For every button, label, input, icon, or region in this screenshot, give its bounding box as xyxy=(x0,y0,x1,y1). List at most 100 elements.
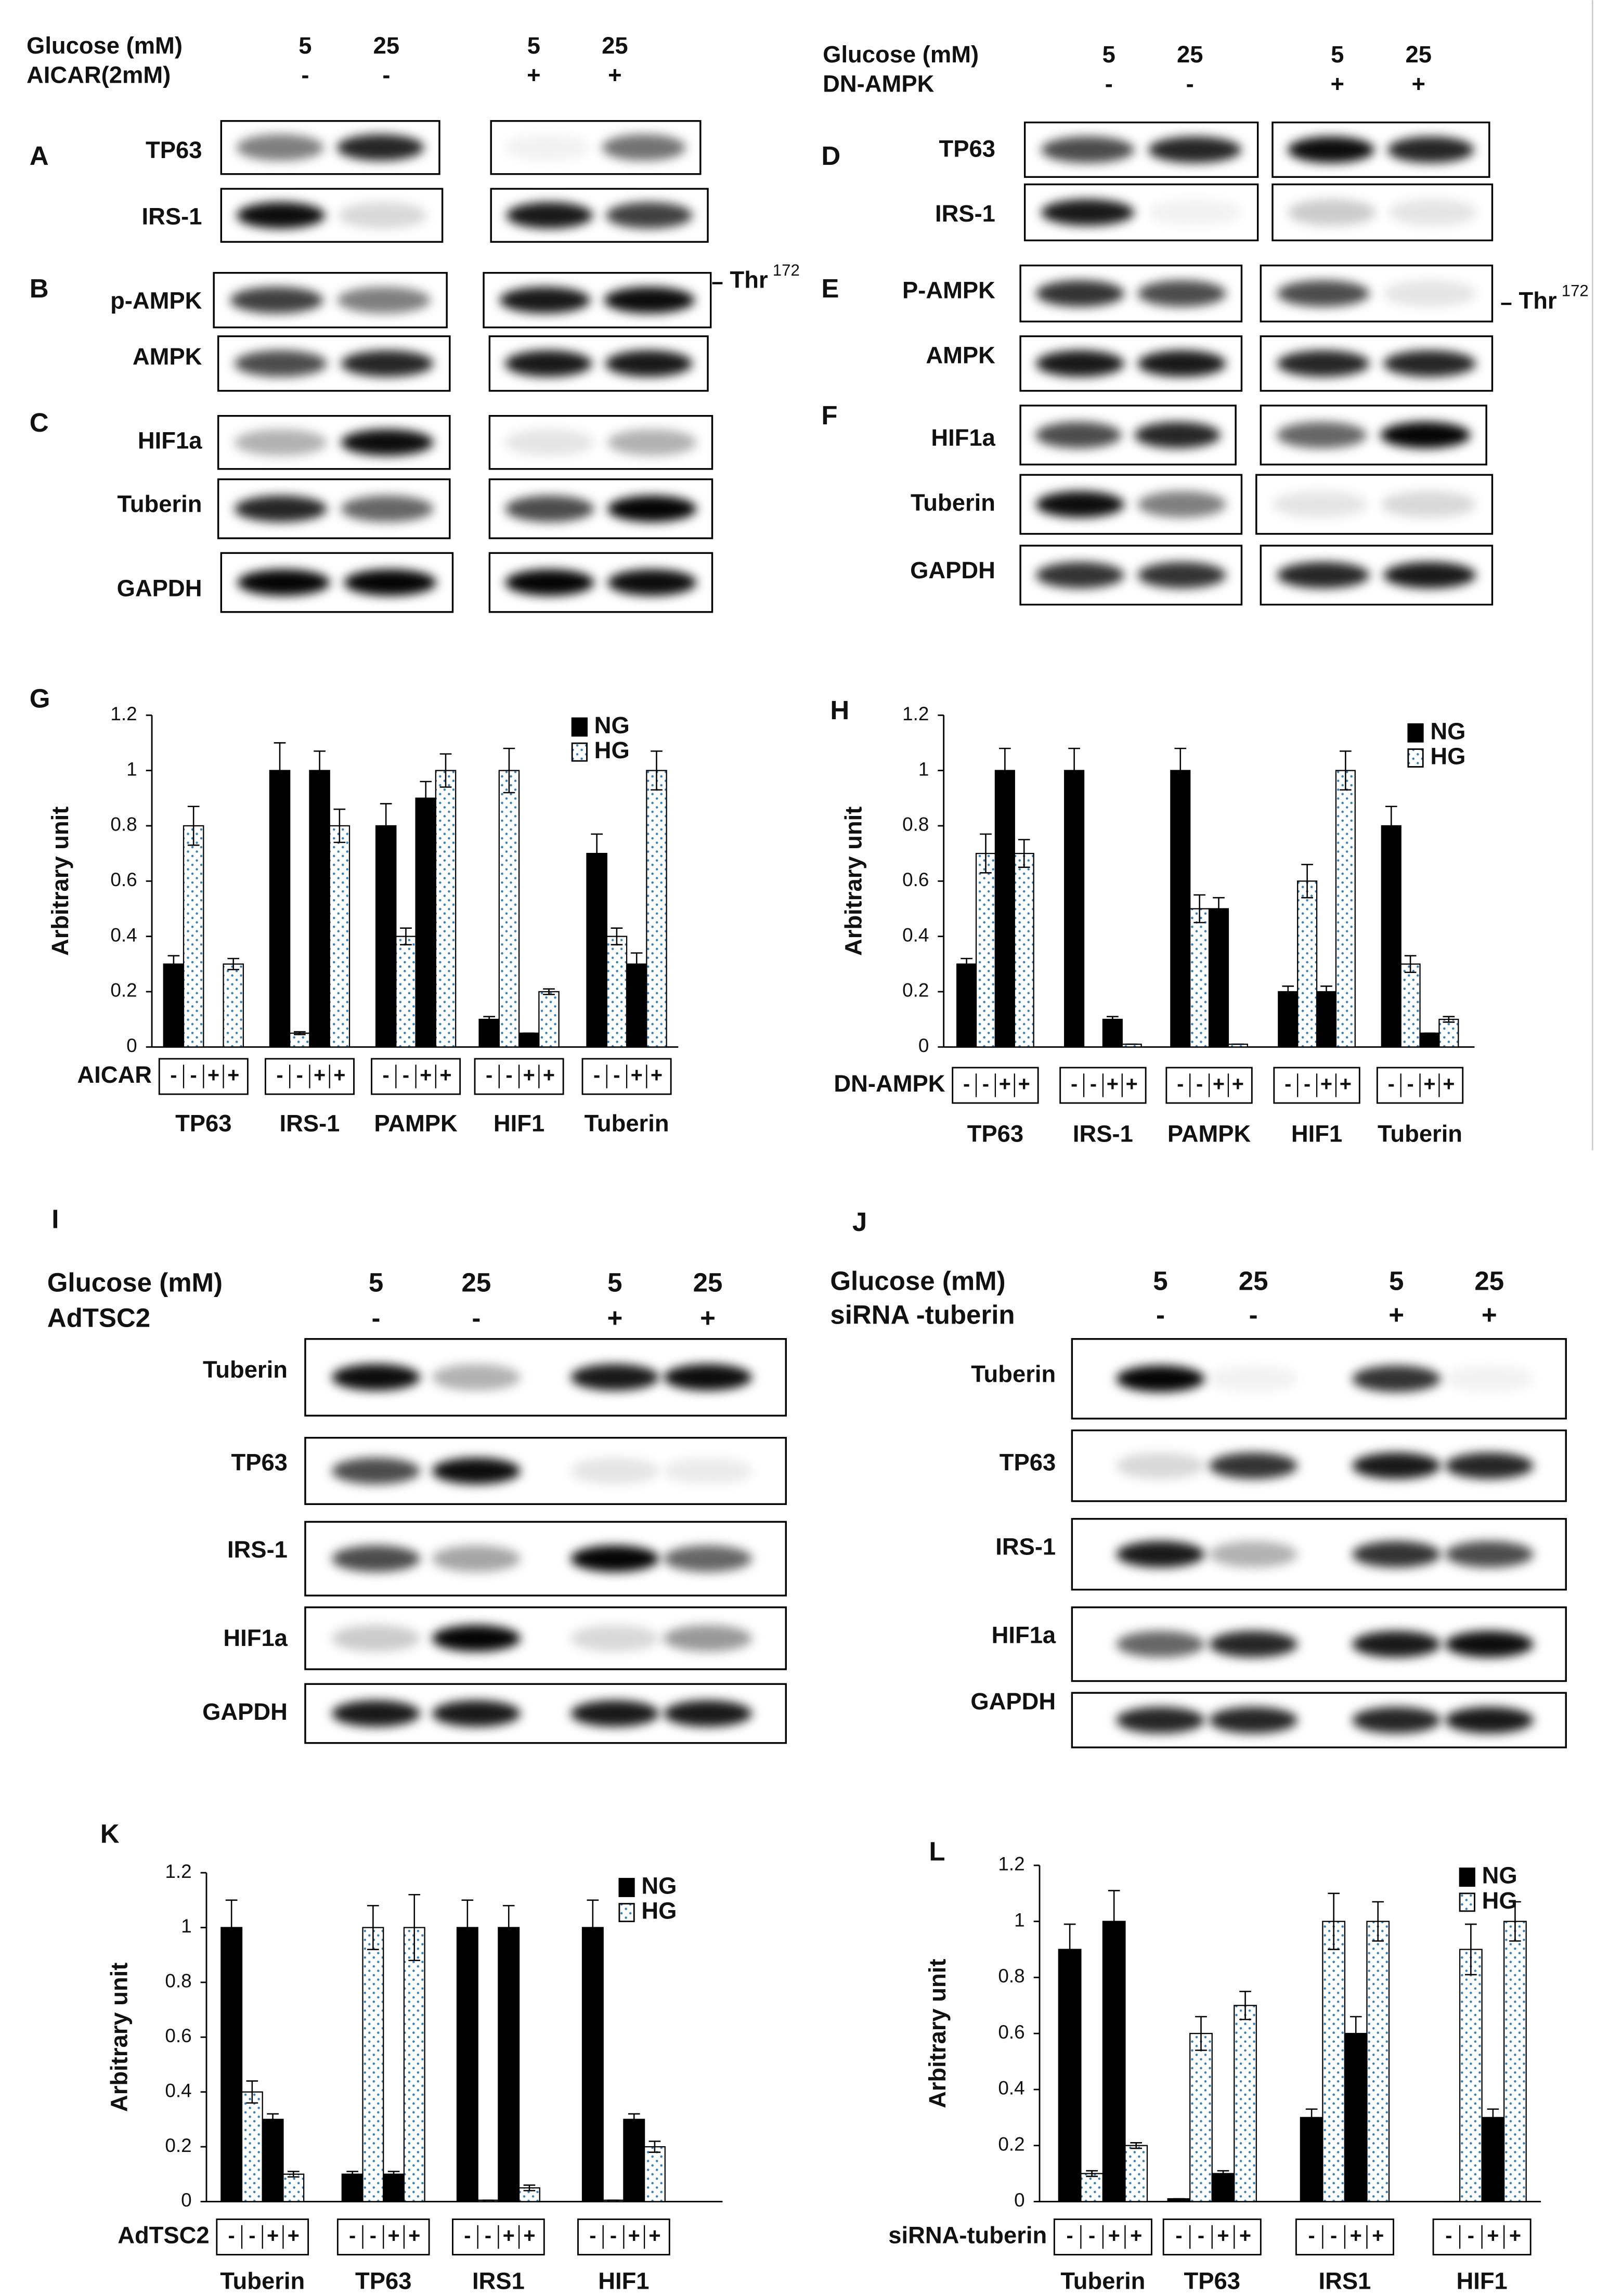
error-bar xyxy=(1509,1901,1521,1942)
blot-band xyxy=(432,1364,521,1391)
blot-band xyxy=(1035,422,1122,449)
y-tick-label: 0.6 xyxy=(902,869,929,890)
row-label: IRS-1 xyxy=(995,1533,1056,1560)
blot-band xyxy=(1277,350,1370,377)
blot-band xyxy=(570,1625,659,1652)
treatment-mark: - xyxy=(1308,2224,1315,2247)
error-bar xyxy=(380,803,392,849)
y-tick-label: 1.2 xyxy=(902,703,929,724)
bar xyxy=(1400,963,1421,1048)
error-bar xyxy=(543,988,555,995)
blot-band xyxy=(602,134,686,161)
blot-band xyxy=(1116,1365,1205,1392)
treatment-mark: + xyxy=(1372,2224,1384,2247)
treatment-mark: - xyxy=(1304,1072,1310,1095)
error-bar xyxy=(1068,747,1080,794)
treatment-mark: - xyxy=(301,62,309,88)
y-tick-label: 1.2 xyxy=(165,1861,191,1882)
bar xyxy=(623,2119,645,2202)
panel-label: K xyxy=(100,1819,120,1849)
bar xyxy=(1058,1949,1082,2202)
blot-band xyxy=(236,134,324,161)
error-bar xyxy=(346,2171,359,2178)
treatment-box xyxy=(371,1058,461,1095)
error-bar xyxy=(225,1899,238,1956)
row-label: HIF1a xyxy=(138,427,202,454)
blot-band xyxy=(1134,422,1221,449)
bar xyxy=(1419,1032,1440,1048)
treatment-mark: + xyxy=(408,2224,420,2247)
error-bar xyxy=(267,2113,279,2126)
blot-band xyxy=(663,1625,752,1652)
treatment-mark: - xyxy=(1468,2224,1474,2247)
treatment-mark: - xyxy=(982,1072,989,1095)
bar xyxy=(383,2173,405,2202)
treatment-mark: + xyxy=(1130,2224,1142,2247)
bar xyxy=(1300,2117,1323,2202)
lane-label: 5 xyxy=(1153,1266,1167,1295)
blot-band xyxy=(1041,136,1135,163)
blot-band xyxy=(1035,350,1125,377)
site-label: Thr xyxy=(730,267,768,293)
error-bar xyxy=(420,781,432,815)
bar xyxy=(1481,2117,1505,2202)
treatment-mark: - xyxy=(1067,2224,1073,2247)
row-label: TP63 xyxy=(146,137,202,163)
error-bar xyxy=(1107,1016,1119,1023)
error-bar xyxy=(1174,747,1187,794)
treatment-mark: + xyxy=(608,62,622,88)
lane-label: 25 xyxy=(693,1267,723,1297)
treatment-mark: + xyxy=(999,1072,1011,1095)
treatment-box xyxy=(1162,2219,1262,2255)
x-tick-label: PAMPK xyxy=(374,1110,458,1137)
treatment-mark: - xyxy=(1088,2224,1095,2247)
legend-label: NG xyxy=(1430,718,1465,744)
y-tick-label: 0.4 xyxy=(998,2078,1024,2099)
x-tick-label: IRS1 xyxy=(1319,2267,1371,2294)
treatment-mark: - xyxy=(464,2224,471,2247)
y-tick-label: 1 xyxy=(918,758,929,780)
blot-band xyxy=(506,202,593,229)
blot-band xyxy=(1137,350,1226,377)
treatment-mark: - xyxy=(613,1063,620,1086)
blot-band xyxy=(1445,1541,1534,1568)
error-bar xyxy=(400,927,412,945)
treatment-box xyxy=(452,2219,545,2255)
treatment-box xyxy=(1165,1067,1253,1104)
legend-label: HG xyxy=(594,737,630,763)
lane-label: 25 xyxy=(602,32,628,59)
legend-swatch xyxy=(571,717,588,737)
x-tick-label: TP63 xyxy=(967,1120,1023,1147)
treatment-mark: - xyxy=(1196,1072,1203,1095)
treatment-mark: + xyxy=(1331,71,1345,97)
blot-band xyxy=(331,1457,421,1484)
blot-band xyxy=(1352,1541,1441,1568)
header-label: Glucose (mM) xyxy=(830,1266,1005,1295)
blot-band xyxy=(1387,136,1474,163)
treatment-mark: + xyxy=(1411,71,1425,97)
blot-band xyxy=(607,429,697,456)
y-tick-label: 0.2 xyxy=(902,980,929,1001)
header-label: Glucose (mM) xyxy=(27,32,183,59)
bar xyxy=(626,963,647,1048)
error-bar xyxy=(287,2171,300,2178)
y-tick-label: 0.8 xyxy=(165,1970,191,1992)
bar xyxy=(223,963,244,1048)
treatment-mark: + xyxy=(1126,1072,1138,1095)
blot-band xyxy=(1116,1452,1205,1480)
blot-band xyxy=(1352,1452,1441,1480)
treatment-mark: - xyxy=(349,2224,356,2247)
blot-band xyxy=(234,429,327,456)
error-bar xyxy=(1340,750,1352,791)
treatment-box xyxy=(1053,2219,1152,2255)
y-tick-label: 1 xyxy=(181,1915,192,1937)
x-tick-label: HIF1 xyxy=(598,2267,649,2294)
y-tick-label: 0.2 xyxy=(165,2135,191,2156)
error-bar xyxy=(1465,1923,1477,1976)
treatment-mark: + xyxy=(1443,1072,1455,1095)
blot-band xyxy=(331,1364,421,1391)
error-bar xyxy=(611,927,623,945)
error-bar xyxy=(1487,2108,1499,2127)
blot-band xyxy=(1383,350,1476,377)
